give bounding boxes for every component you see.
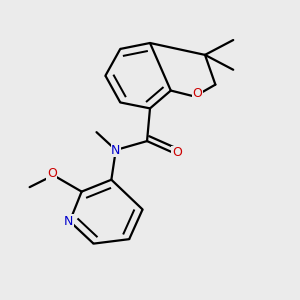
Text: O: O — [193, 87, 202, 100]
Text: N: N — [64, 215, 73, 228]
Text: O: O — [172, 146, 182, 160]
Text: O: O — [47, 167, 57, 180]
Text: N: N — [111, 143, 121, 157]
